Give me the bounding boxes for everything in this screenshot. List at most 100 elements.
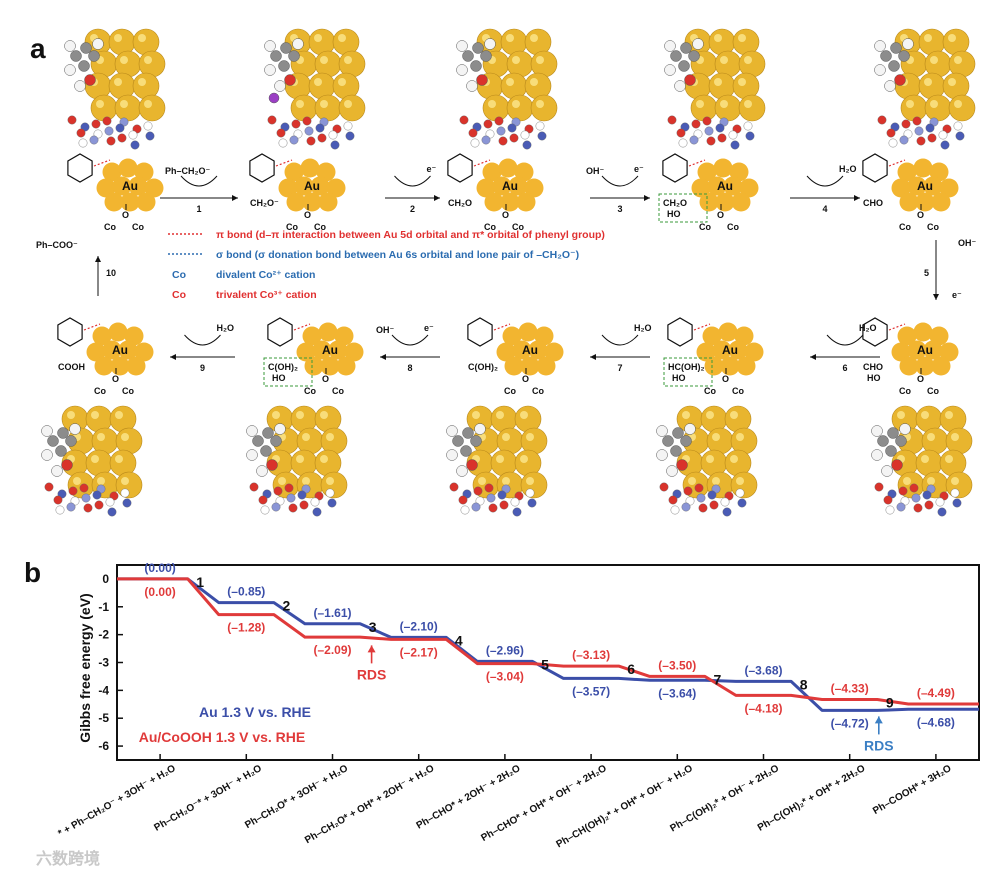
- curved-arrow: [394, 175, 431, 187]
- au-cluster-6: Au: [296, 322, 364, 376]
- au-sphere: [300, 158, 320, 178]
- series-line-au: [117, 577, 979, 712]
- gold-atom: [506, 94, 534, 122]
- substrate-atom: [681, 502, 691, 512]
- y-tick-label: -2: [98, 628, 109, 642]
- substrate-atom: [707, 490, 717, 500]
- adsorbate-label-2: CH₂O: [448, 198, 472, 208]
- au-sphere: [516, 192, 536, 212]
- ring: [467, 317, 493, 347]
- pi-bond: [83, 323, 101, 331]
- substrate-atom: [709, 500, 719, 510]
- au-sphere: [939, 342, 959, 362]
- substrate-atom: [901, 119, 911, 129]
- au-sphere: [108, 322, 128, 342]
- step-number-7: 7: [714, 671, 722, 687]
- au-cluster-7: Au: [496, 322, 564, 376]
- step-number-5: 5: [541, 656, 549, 672]
- substrate-atom: [922, 490, 932, 500]
- au-sphere: [907, 176, 927, 196]
- reactant-in: OH⁻: [376, 325, 395, 335]
- au-sphere: [126, 356, 146, 376]
- cation-atom: [268, 92, 280, 104]
- gold-highlight: [138, 78, 146, 86]
- gold-highlight: [730, 455, 738, 463]
- molecule-atom: [47, 435, 59, 447]
- co-left: Co: [304, 386, 316, 396]
- gold-highlight: [121, 477, 129, 485]
- curved-arrow: [391, 334, 429, 346]
- value-label-au-cooh: (–3.13): [572, 648, 610, 662]
- ring: [67, 153, 93, 183]
- au-sphere: [723, 176, 743, 196]
- substrate-atom: [483, 119, 493, 129]
- gold-highlight: [744, 100, 752, 108]
- gold-highlight: [712, 433, 720, 441]
- value-label-au-cooh: (–3.04): [486, 670, 524, 684]
- gold-highlight: [688, 477, 696, 485]
- gold-highlight: [945, 455, 953, 463]
- au-sphere: [310, 176, 330, 196]
- gold-atom: [530, 94, 558, 122]
- molecule-atom: [270, 50, 282, 62]
- au-sphere: [312, 340, 332, 360]
- substrate-atom: [689, 135, 699, 145]
- co-left: Co: [704, 386, 716, 396]
- pi-bond: [888, 159, 906, 167]
- gold-highlight: [720, 56, 728, 64]
- co-right: Co: [132, 222, 144, 232]
- molecule-atom: [278, 60, 290, 72]
- au-sphere: [699, 192, 719, 212]
- step-number-3: 3: [369, 619, 377, 635]
- gold-highlight: [326, 477, 334, 485]
- adsorbate-label-3: CH₂O: [663, 198, 687, 208]
- substrate-atom: [498, 136, 508, 146]
- gold-highlight: [326, 433, 334, 441]
- gold-highlight: [951, 477, 959, 485]
- gold-highlight: [302, 433, 310, 441]
- step-number: 4: [822, 204, 827, 214]
- substrate-atom: [297, 490, 307, 500]
- gold-highlight: [320, 411, 328, 419]
- value-label-au: (0.00): [144, 561, 175, 575]
- atom-model-0: [64, 28, 166, 150]
- pi-bond: [293, 323, 311, 331]
- gold-highlight: [506, 34, 514, 42]
- molecule-atom: [666, 465, 678, 477]
- gold-highlight: [906, 100, 914, 108]
- ring: [862, 153, 888, 183]
- gold-highlight: [272, 411, 280, 419]
- au-sphere: [498, 158, 518, 178]
- gold-highlight: [903, 477, 911, 485]
- co-right: Co: [332, 386, 344, 396]
- co-right: Co: [512, 222, 524, 232]
- au-sphere: [504, 356, 524, 376]
- molecule-atom: [678, 60, 690, 72]
- au-sphere: [713, 158, 733, 178]
- molecule-atom: [456, 40, 468, 52]
- arrow-step-1: 1 Ph–CH₂O⁻: [160, 166, 238, 214]
- gold-highlight: [927, 477, 935, 485]
- gold-highlight: [927, 433, 935, 441]
- molecule-atom: [266, 459, 278, 471]
- atom-model-7: [446, 405, 548, 517]
- step-number: 9: [200, 363, 205, 373]
- adsorbate-label-1: CH₂O⁻: [250, 198, 279, 208]
- au-label: Au: [502, 179, 518, 193]
- substrate-atom: [106, 136, 116, 146]
- au-sphere: [923, 340, 943, 360]
- au-sphere: [284, 162, 304, 182]
- gold-atom: [690, 94, 718, 122]
- gold-highlight: [696, 100, 704, 108]
- panel-b-label: b: [24, 557, 41, 588]
- substrate-atom: [938, 130, 948, 140]
- gold-highlight: [121, 433, 129, 441]
- substrate-atom: [522, 140, 532, 150]
- gold-highlight: [921, 455, 929, 463]
- gold-highlight: [114, 34, 122, 42]
- gold-highlight: [954, 56, 962, 64]
- gold-highlight: [520, 411, 528, 419]
